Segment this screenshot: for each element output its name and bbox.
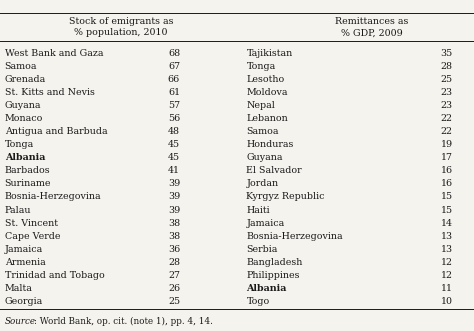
Text: Moldova: Moldova bbox=[246, 88, 288, 97]
Text: 66: 66 bbox=[168, 75, 180, 84]
Text: Honduras: Honduras bbox=[246, 140, 294, 149]
Text: 56: 56 bbox=[168, 114, 180, 123]
Text: 13: 13 bbox=[440, 245, 453, 254]
Text: West Bank and Gaza: West Bank and Gaza bbox=[5, 49, 103, 58]
Text: Serbia: Serbia bbox=[246, 245, 278, 254]
Text: Bangladesh: Bangladesh bbox=[246, 258, 303, 267]
Text: 27: 27 bbox=[168, 271, 180, 280]
Text: 10: 10 bbox=[441, 297, 453, 306]
Text: 38: 38 bbox=[168, 232, 180, 241]
Text: 35: 35 bbox=[440, 49, 453, 58]
Text: Haiti: Haiti bbox=[246, 206, 270, 214]
Text: Togo: Togo bbox=[246, 297, 270, 306]
Text: Tajikistan: Tajikistan bbox=[246, 49, 293, 58]
Text: 16: 16 bbox=[440, 179, 453, 188]
Text: Armenia: Armenia bbox=[5, 258, 46, 267]
Text: : World Bank, op. cit. (note 1), pp. 4, 14.: : World Bank, op. cit. (note 1), pp. 4, … bbox=[34, 316, 213, 326]
Text: Albania: Albania bbox=[5, 153, 45, 162]
Text: 17: 17 bbox=[441, 153, 453, 162]
Text: 25: 25 bbox=[440, 75, 453, 84]
Text: 12: 12 bbox=[441, 258, 453, 267]
Text: 41: 41 bbox=[168, 166, 180, 175]
Text: 38: 38 bbox=[168, 218, 180, 227]
Text: Suriname: Suriname bbox=[5, 179, 51, 188]
Text: 12: 12 bbox=[441, 271, 453, 280]
Text: 22: 22 bbox=[441, 127, 453, 136]
Text: Palau: Palau bbox=[5, 206, 31, 214]
Text: Bosnia-Herzegovina: Bosnia-Herzegovina bbox=[246, 232, 343, 241]
Text: Barbados: Barbados bbox=[5, 166, 50, 175]
Text: St. Vincent: St. Vincent bbox=[5, 218, 58, 227]
Text: 68: 68 bbox=[168, 49, 180, 58]
Text: Guyana: Guyana bbox=[5, 101, 41, 110]
Text: 16: 16 bbox=[440, 166, 453, 175]
Text: 15: 15 bbox=[440, 193, 453, 202]
Text: Stock of emigrants as
% population, 2010: Stock of emigrants as % population, 2010 bbox=[69, 17, 173, 37]
Text: Tonga: Tonga bbox=[5, 140, 34, 149]
Text: Guyana: Guyana bbox=[246, 153, 283, 162]
Text: Samoa: Samoa bbox=[5, 62, 37, 71]
Text: Grenada: Grenada bbox=[5, 75, 46, 84]
Text: 39: 39 bbox=[168, 179, 180, 188]
Text: Source: Source bbox=[5, 316, 36, 326]
Text: El Salvador: El Salvador bbox=[246, 166, 302, 175]
Text: Albania: Albania bbox=[246, 284, 287, 293]
Text: 13: 13 bbox=[440, 232, 453, 241]
Text: 28: 28 bbox=[168, 258, 180, 267]
Text: 15: 15 bbox=[440, 206, 453, 214]
Text: Tonga: Tonga bbox=[246, 62, 276, 71]
Text: Georgia: Georgia bbox=[5, 297, 43, 306]
Text: 26: 26 bbox=[168, 284, 180, 293]
Text: St. Kitts and Nevis: St. Kitts and Nevis bbox=[5, 88, 95, 97]
Text: Jordan: Jordan bbox=[246, 179, 279, 188]
Text: 19: 19 bbox=[440, 140, 453, 149]
Text: Samoa: Samoa bbox=[246, 127, 279, 136]
Text: 25: 25 bbox=[168, 297, 180, 306]
Text: Lebanon: Lebanon bbox=[246, 114, 288, 123]
Text: 45: 45 bbox=[168, 140, 180, 149]
Text: 48: 48 bbox=[168, 127, 180, 136]
Text: 23: 23 bbox=[440, 101, 453, 110]
Text: 23: 23 bbox=[440, 88, 453, 97]
Text: 28: 28 bbox=[441, 62, 453, 71]
Text: 57: 57 bbox=[168, 101, 180, 110]
Text: 45: 45 bbox=[168, 153, 180, 162]
Text: 36: 36 bbox=[168, 245, 180, 254]
Text: Malta: Malta bbox=[5, 284, 33, 293]
Text: Trinidad and Tobago: Trinidad and Tobago bbox=[5, 271, 104, 280]
Text: 39: 39 bbox=[168, 206, 180, 214]
Text: Jamaica: Jamaica bbox=[5, 245, 43, 254]
Text: 14: 14 bbox=[441, 218, 453, 227]
Text: Cape Verde: Cape Verde bbox=[5, 232, 60, 241]
Text: Jamaica: Jamaica bbox=[246, 218, 285, 227]
Text: Bosnia-Herzegovina: Bosnia-Herzegovina bbox=[5, 193, 101, 202]
Text: 61: 61 bbox=[168, 88, 180, 97]
Text: Lesotho: Lesotho bbox=[246, 75, 285, 84]
Text: Nepal: Nepal bbox=[246, 101, 275, 110]
Text: Monaco: Monaco bbox=[5, 114, 43, 123]
Text: Antigua and Barbuda: Antigua and Barbuda bbox=[5, 127, 108, 136]
Text: Remittances as
% GDP, 2009: Remittances as % GDP, 2009 bbox=[336, 17, 409, 37]
Text: 39: 39 bbox=[168, 193, 180, 202]
Text: 11: 11 bbox=[441, 284, 453, 293]
Text: Kyrgyz Republic: Kyrgyz Republic bbox=[246, 193, 325, 202]
Text: Philippines: Philippines bbox=[246, 271, 300, 280]
Text: 67: 67 bbox=[168, 62, 180, 71]
Text: 22: 22 bbox=[441, 114, 453, 123]
